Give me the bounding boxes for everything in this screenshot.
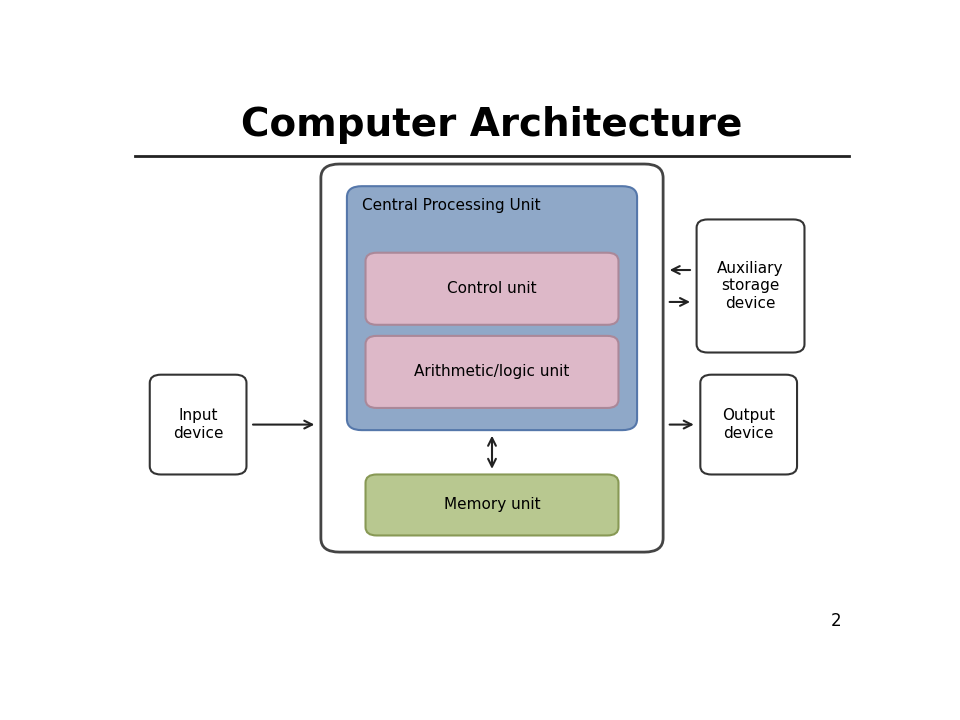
Text: Memory unit: Memory unit — [444, 498, 540, 513]
Text: Computer Architecture: Computer Architecture — [241, 107, 743, 144]
Text: Input
device: Input device — [173, 408, 224, 441]
FancyBboxPatch shape — [150, 374, 247, 474]
Text: 2: 2 — [831, 612, 842, 630]
FancyBboxPatch shape — [366, 336, 618, 408]
FancyBboxPatch shape — [347, 186, 637, 430]
FancyBboxPatch shape — [321, 164, 663, 552]
Text: Control unit: Control unit — [447, 282, 537, 296]
Text: Arithmetic/logic unit: Arithmetic/logic unit — [415, 364, 569, 379]
FancyBboxPatch shape — [366, 474, 618, 536]
Text: Output
device: Output device — [722, 408, 775, 441]
FancyBboxPatch shape — [701, 374, 797, 474]
Text: Central Processing Unit: Central Processing Unit — [362, 199, 540, 213]
Text: Auxiliary
storage
device: Auxiliary storage device — [717, 261, 783, 311]
FancyBboxPatch shape — [697, 220, 804, 353]
FancyBboxPatch shape — [366, 253, 618, 325]
